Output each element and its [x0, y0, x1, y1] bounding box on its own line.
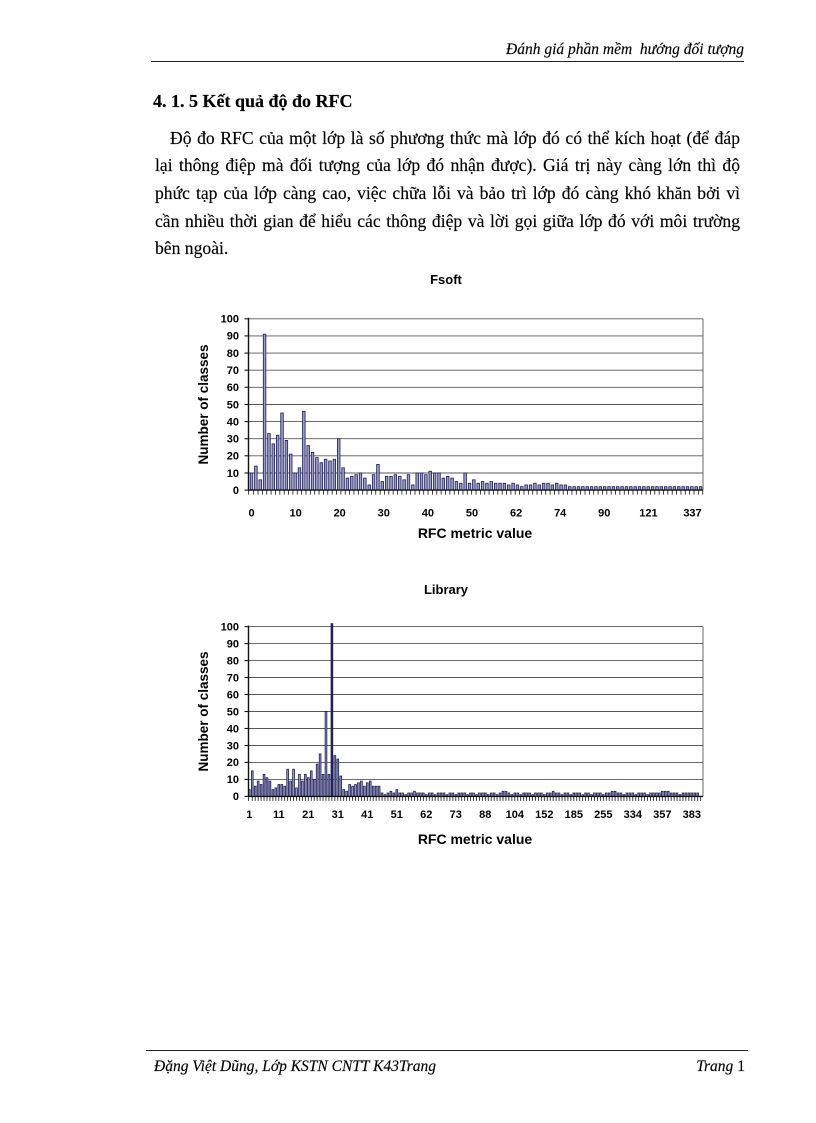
svg-text:10: 10 — [289, 508, 301, 520]
svg-text:60: 60 — [227, 382, 239, 394]
svg-text:0: 0 — [233, 485, 239, 497]
svg-text:30: 30 — [227, 740, 239, 752]
svg-text:90: 90 — [227, 638, 239, 650]
svg-text:Number of classes: Number of classes — [196, 344, 211, 464]
svg-text:104: 104 — [506, 809, 525, 821]
svg-text:10: 10 — [227, 774, 239, 786]
svg-text:10: 10 — [227, 468, 239, 480]
svg-text:80: 80 — [227, 348, 239, 360]
svg-text:90: 90 — [227, 331, 239, 343]
svg-text:100: 100 — [221, 314, 239, 326]
svg-text:0: 0 — [233, 791, 239, 803]
svg-text:20: 20 — [334, 508, 346, 520]
svg-text:50: 50 — [466, 508, 478, 520]
svg-text:RFC metric value: RFC metric value — [418, 831, 533, 847]
svg-text:334: 334 — [624, 809, 643, 821]
svg-text:21: 21 — [302, 809, 314, 821]
svg-text:62: 62 — [510, 508, 522, 520]
svg-text:90: 90 — [598, 508, 610, 520]
svg-text:383: 383 — [683, 809, 701, 821]
svg-text:1: 1 — [246, 809, 252, 821]
svg-text:30: 30 — [227, 434, 239, 446]
svg-text:40: 40 — [422, 508, 434, 520]
svg-text:121: 121 — [639, 508, 657, 520]
svg-text:31: 31 — [332, 809, 344, 821]
svg-text:88: 88 — [479, 809, 491, 821]
svg-text:51: 51 — [391, 809, 403, 821]
svg-text:30: 30 — [378, 508, 390, 520]
svg-text:60: 60 — [227, 689, 239, 701]
svg-text:357: 357 — [653, 809, 671, 821]
svg-text:11: 11 — [273, 809, 285, 821]
svg-text:Library: Library — [424, 582, 469, 597]
svg-text:185: 185 — [565, 809, 583, 821]
svg-text:40: 40 — [227, 723, 239, 735]
svg-text:70: 70 — [227, 672, 239, 684]
svg-text:80: 80 — [227, 655, 239, 667]
svg-text:50: 50 — [227, 706, 239, 718]
svg-text:255: 255 — [594, 809, 612, 821]
svg-text:Number of classes: Number of classes — [196, 651, 211, 771]
svg-text:70: 70 — [227, 365, 239, 377]
svg-text:RFC metric value: RFC metric value — [418, 525, 533, 541]
svg-text:0: 0 — [248, 508, 254, 520]
svg-text:74: 74 — [554, 508, 567, 520]
svg-text:20: 20 — [227, 757, 239, 769]
svg-text:50: 50 — [227, 399, 239, 411]
svg-text:41: 41 — [361, 809, 373, 821]
svg-text:152: 152 — [535, 809, 553, 821]
svg-text:62: 62 — [420, 809, 432, 821]
svg-text:Fsoft: Fsoft — [430, 272, 462, 287]
svg-text:40: 40 — [227, 416, 239, 428]
svg-text:73: 73 — [450, 809, 462, 821]
svg-text:20: 20 — [227, 451, 239, 463]
svg-text:337: 337 — [683, 508, 701, 520]
svg-text:100: 100 — [221, 621, 239, 633]
